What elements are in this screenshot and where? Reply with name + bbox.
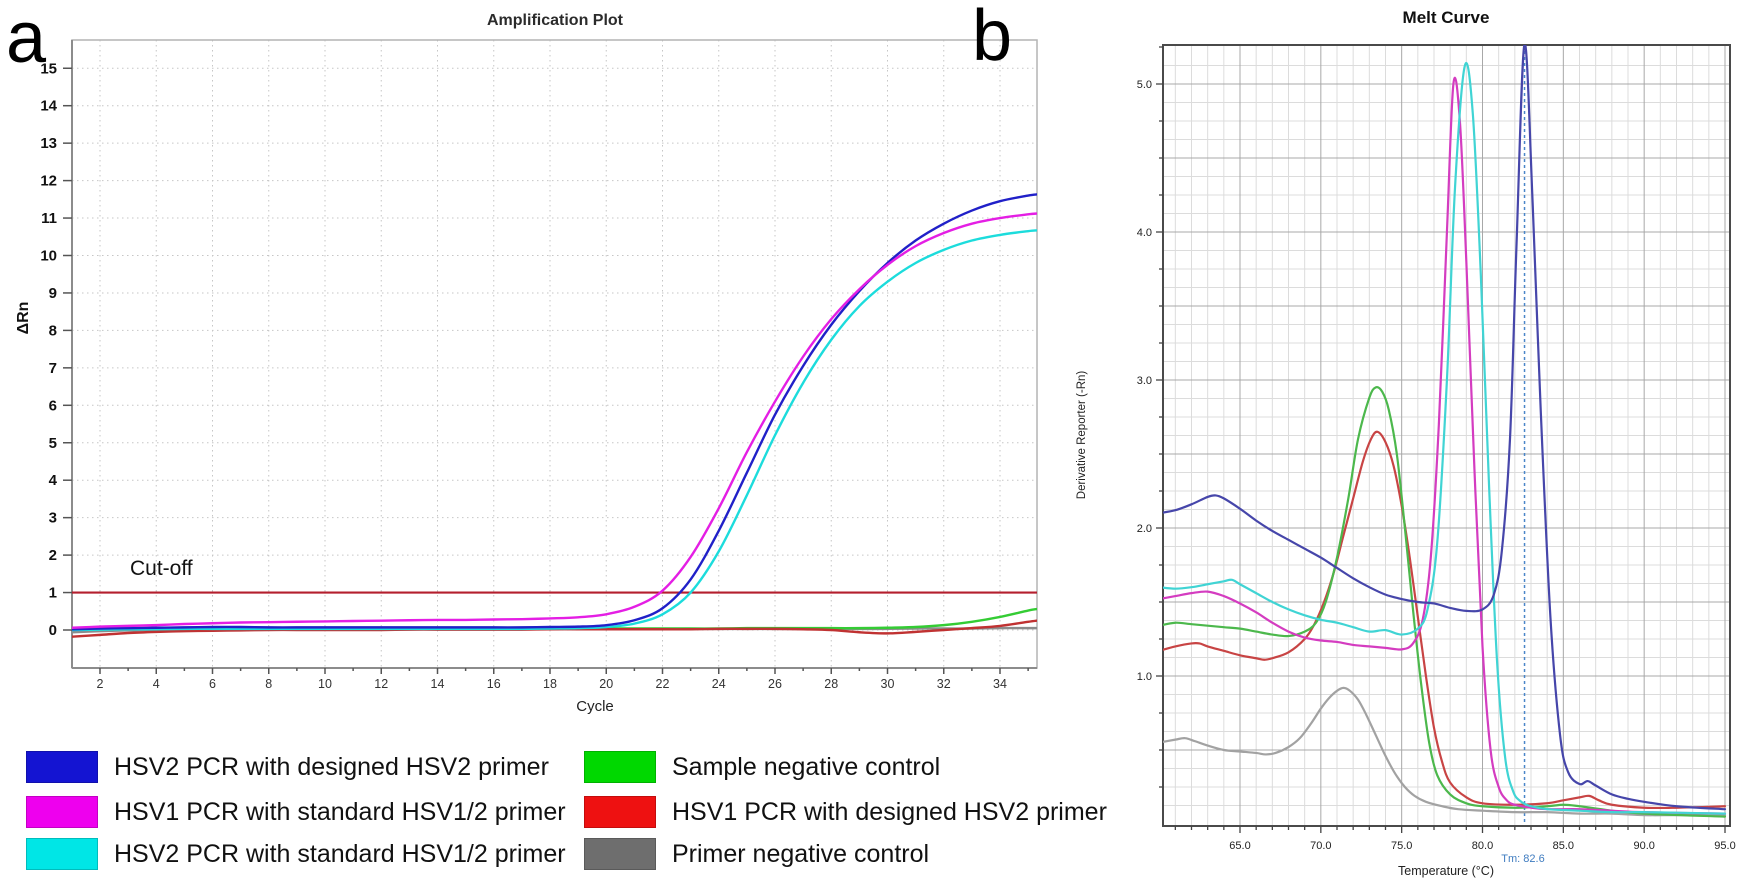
legend-label: HSV1 PCR with designed HSV2 primer	[672, 797, 1107, 826]
plot-frame	[1162, 44, 1731, 827]
amplification-plot-title: Amplification Plot	[487, 12, 623, 29]
y-tick-label: 8	[49, 322, 57, 339]
amplification-y-axis-label: ΔRn	[15, 301, 32, 335]
x-tick-label: 80.0	[1472, 840, 1493, 852]
legend-item: HSV1 PCR with designed HSV2 primer	[584, 795, 1107, 829]
y-tick-label: 6	[49, 397, 57, 414]
melt-x-axis-label: Temperature (°C)	[1398, 864, 1494, 878]
x-tick-label: 8	[265, 677, 272, 691]
melt-series-5	[1163, 686, 1727, 817]
y-tick-label: 12	[40, 173, 57, 190]
amp-series-2	[72, 229, 1037, 632]
legend-label: HSV2 PCR with standard HSV1/2 primer	[114, 839, 566, 868]
x-tick-label: 22	[656, 677, 670, 691]
y-tick-label: 7	[49, 360, 57, 377]
x-tick-label: 95.0	[1714, 840, 1735, 852]
x-tick-label: 18	[543, 677, 557, 691]
melt-series-1	[1163, 76, 1727, 815]
x-tick-label: 32	[937, 677, 951, 691]
amp-series-1	[72, 212, 1037, 629]
y-tick-label: 5.0	[1137, 79, 1152, 91]
legend-swatch-gray	[584, 838, 656, 870]
x-tick-label: 34	[993, 677, 1007, 691]
legend-item: HSV1 PCR with standard HSV1/2 primer	[26, 795, 566, 829]
x-tick-label: 2	[97, 677, 104, 691]
legend-item: Primer negative control	[584, 837, 929, 871]
y-tick-label: 14	[40, 98, 57, 115]
legend-label: Primer negative control	[672, 839, 930, 868]
x-tick-label: 16	[487, 677, 501, 691]
legend-item: Sample negative control	[584, 750, 940, 784]
legend-label: HSV1 PCR with standard HSV1/2 primer	[114, 797, 566, 826]
y-tick-label: 4	[49, 472, 58, 489]
y-tick-label: 2.0	[1137, 523, 1152, 535]
x-tick-label: 14	[431, 677, 445, 691]
x-tick-label: 12	[374, 677, 388, 691]
y-tick-label: 1.0	[1137, 671, 1152, 683]
y-tick-label: 5	[49, 435, 57, 452]
x-tick-label: 85.0	[1553, 840, 1574, 852]
x-tick-label: 6	[209, 677, 216, 691]
x-tick-label: 28	[824, 677, 838, 691]
melt-series-4	[1163, 430, 1727, 810]
y-tick-label: 13	[40, 135, 57, 152]
legend-swatch-green	[584, 751, 656, 783]
amp-series-0	[72, 193, 1037, 631]
legend-swatch-blue	[26, 751, 98, 783]
melt-y-axis-label: Derivative Reporter (-Rn)	[1076, 370, 1088, 500]
plot-frame	[71, 39, 1038, 669]
x-tick-label: 20	[599, 677, 613, 691]
melt-series-0	[1163, 45, 1727, 811]
y-tick-label: 11	[41, 210, 57, 227]
x-tick-label: 75.0	[1391, 840, 1412, 852]
legend-label: HSV2 PCR with designed HSV2 primer	[114, 752, 549, 781]
x-tick-label: 65.0	[1229, 840, 1250, 852]
x-tick-label: 26	[768, 677, 782, 691]
y-tick-label: 4.0	[1137, 227, 1152, 239]
x-tick-label: 90.0	[1633, 840, 1654, 852]
x-tick-label: 24	[712, 677, 726, 691]
y-tick-label: 0	[49, 622, 57, 639]
legend-swatch-magenta	[26, 796, 98, 828]
y-tick-label: 10	[40, 248, 57, 265]
x-tick-label: 30	[881, 677, 895, 691]
legend-item: HSV2 PCR with standard HSV1/2 primer	[26, 837, 566, 871]
legend-swatch-red	[584, 796, 656, 828]
y-tick-label: 3	[49, 510, 57, 527]
legend-swatch-cyan	[26, 838, 98, 870]
x-tick-label: 10	[318, 677, 332, 691]
y-tick-label: 3.0	[1137, 375, 1152, 387]
panel-b-label: b	[972, 0, 1013, 76]
y-tick-label: 15	[40, 60, 57, 77]
melt-curve-plot-area: 65.0 70.0 75.0 80.0 85.0 90.0 95.0 1.0 2.0 3.0 4.0…	[1137, 44, 1736, 852]
legend-label: Sample negative control	[672, 752, 941, 781]
y-tick-label: 1	[49, 585, 57, 602]
legend-item: HSV2 PCR with designed HSV2 primer	[26, 750, 549, 784]
amplification-x-axis-label: Cycle	[576, 698, 614, 715]
y-tick-label: 2	[49, 547, 57, 564]
x-tick-label: 70.0	[1310, 840, 1331, 852]
panel-a-label: a	[6, 0, 47, 78]
tm-annotation: Tm: 82.6	[1501, 853, 1545, 865]
melt-curve-title: Melt Curve	[1402, 8, 1490, 27]
x-tick-label: 4	[153, 677, 160, 691]
y-tick-label: 9	[49, 285, 57, 302]
cutoff-annotation: Cut-off	[130, 557, 193, 580]
melt-series-2	[1163, 62, 1727, 815]
